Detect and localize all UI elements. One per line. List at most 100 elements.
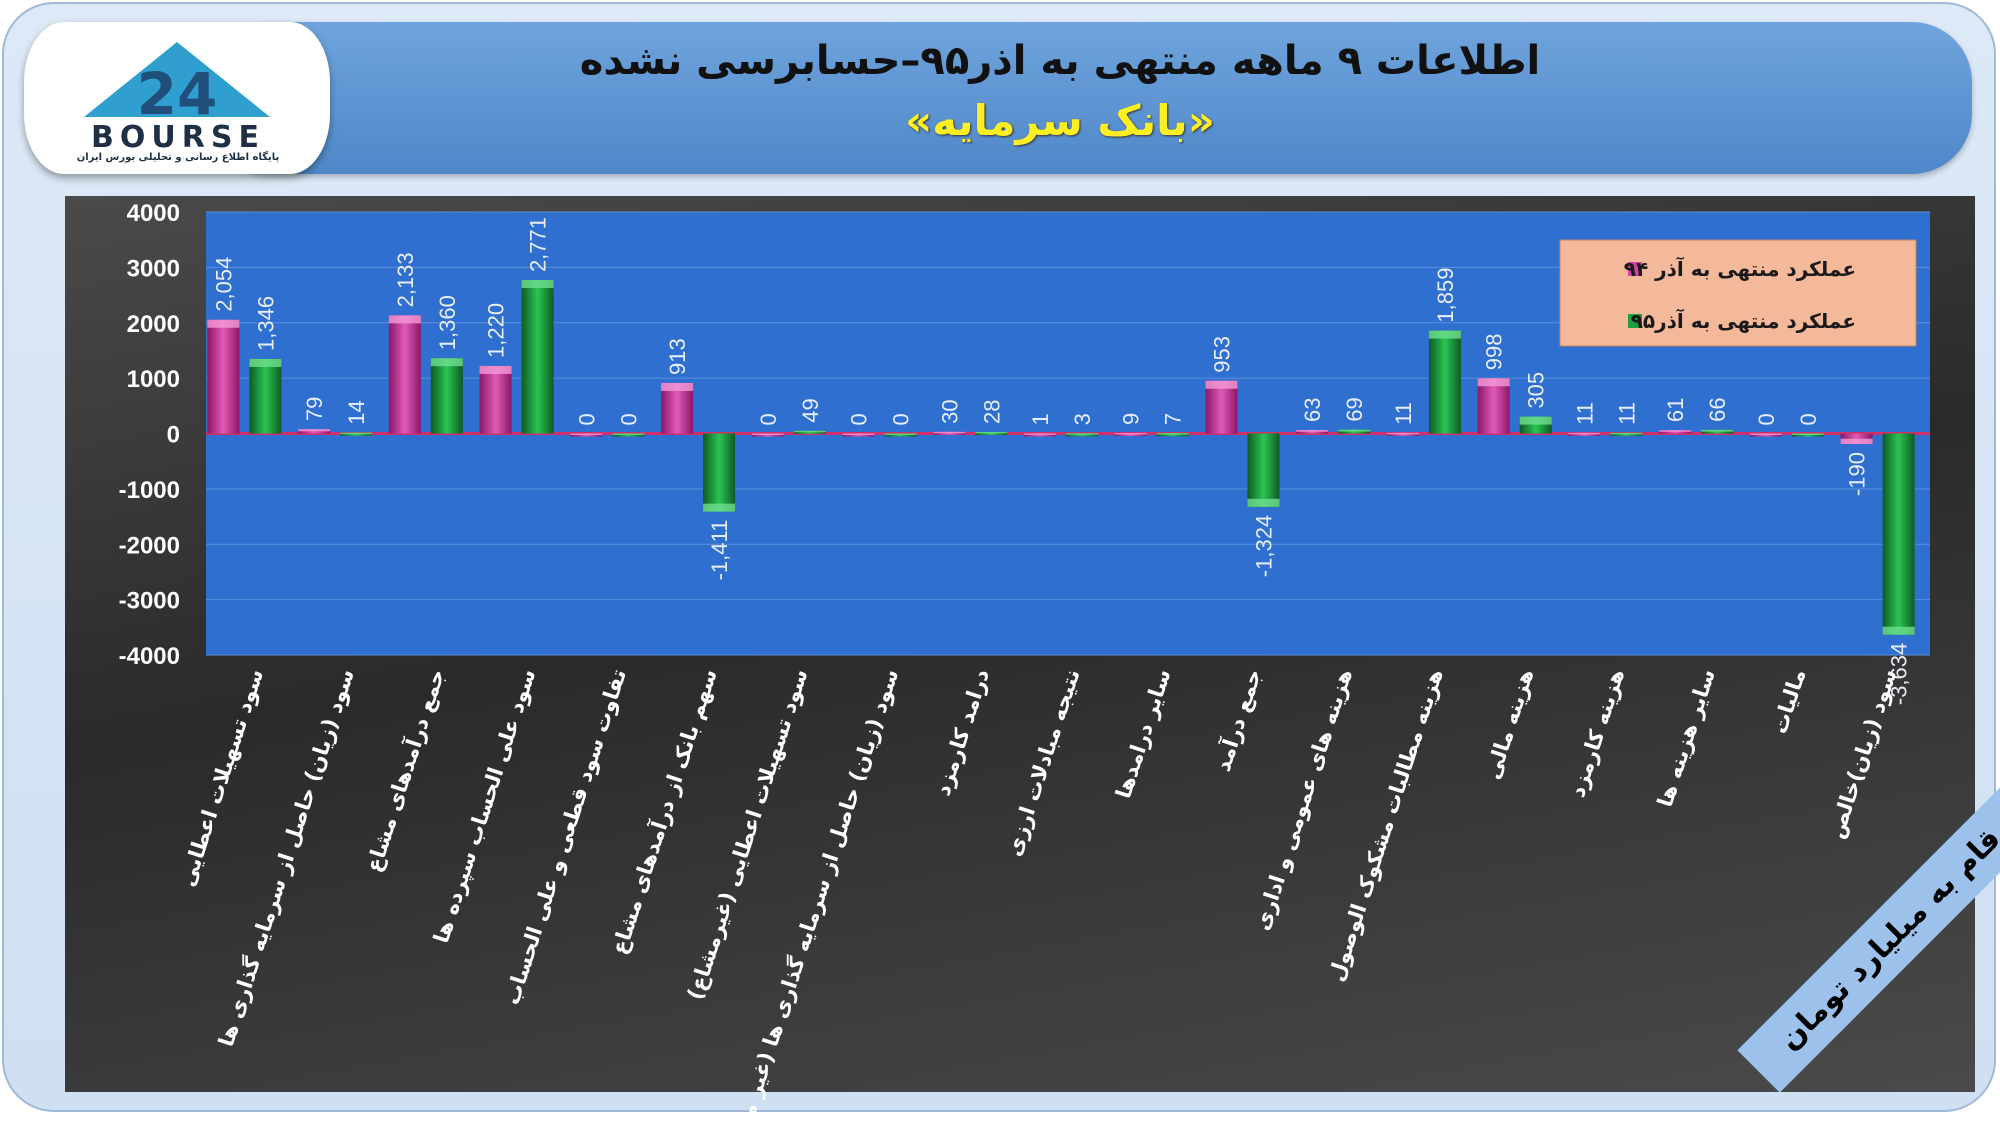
x-tick-label: نتیجه مبادلات ارزی: [1002, 666, 1085, 859]
bar-95: [1610, 432, 1643, 436]
y-tick-label: -1000: [119, 477, 180, 504]
bar-95: [1791, 433, 1824, 437]
data-label: 11: [1391, 402, 1416, 425]
bar-95: [521, 280, 554, 434]
y-axis: 4000 3000 2000 1000 0 -1000 -2000 -3000 -4000: [119, 200, 180, 670]
data-label: 49: [798, 398, 823, 422]
bar-95-cap: [521, 280, 554, 289]
bar-94-body: [661, 382, 694, 434]
data-label: -1,411: [707, 520, 732, 581]
bar-94-cap: [1840, 438, 1873, 445]
data-label: 11: [1572, 402, 1597, 425]
bar-94: [479, 365, 512, 434]
bar-95: [1701, 429, 1734, 434]
data-label: 66: [1705, 397, 1730, 421]
x-tick-label: هزینه های عمومی و اداری: [1250, 666, 1357, 933]
bar-94: [298, 429, 331, 434]
bar-94-cap: [751, 433, 784, 435]
x-tick-label: جمع درآمد: [1210, 666, 1267, 775]
x-axis: سود تسهیلات اعطایی سود (زیان) حاصل از سرم…: [175, 666, 1901, 1130]
bar-95: [975, 431, 1008, 435]
data-label: 61: [1663, 398, 1688, 422]
bar-95-body: [1247, 433, 1280, 507]
data-label: 0: [574, 413, 599, 425]
bar-95-cap: [1701, 429, 1734, 432]
logo-caption: پایگاه اطلاع رسانی و تحلیلی بورس ایران: [76, 152, 280, 163]
bar-94: [570, 433, 603, 437]
bar-94: [842, 433, 875, 437]
bar-95-cap: [1428, 330, 1461, 339]
data-label: 1,859: [1433, 267, 1458, 322]
bar-94-cap: [1386, 432, 1419, 435]
x-tick-label: سود (زیان) حاصل از سرمایه گذاری ها (غیر …: [718, 666, 903, 1130]
bar-94: [1840, 433, 1873, 445]
bar-95: [612, 433, 645, 437]
y-tick-label: -3000: [119, 588, 180, 615]
data-label: -1,324: [1251, 515, 1276, 577]
bar-94: [1477, 378, 1510, 434]
bar-94-cap: [1568, 432, 1601, 435]
legend-swatch-94: [1628, 262, 1642, 276]
bar-94-cap: [1749, 433, 1782, 435]
y-tick-label: 3000: [127, 255, 180, 282]
y-tick-label: 2000: [127, 311, 180, 338]
bar-94: [1205, 380, 1238, 434]
bar-94-cap: [388, 315, 421, 324]
bar-94-body: [207, 319, 240, 434]
bar-94: [1568, 432, 1601, 436]
y-tick-label: -2000: [119, 532, 180, 559]
bar-95: [1428, 330, 1461, 434]
data-label: 14: [344, 400, 369, 424]
bar-95: [430, 358, 463, 434]
page-subtitle: «بانک سرمایه»: [905, 96, 1215, 145]
data-label: 63: [1300, 398, 1325, 422]
bar-95-cap: [703, 503, 736, 512]
logo-number: 24: [137, 60, 218, 122]
bar-95: [340, 432, 373, 436]
bar-95: [1338, 429, 1371, 434]
bar-94-cap: [1477, 378, 1510, 387]
bar-95: [1247, 433, 1280, 507]
bar-94-cap: [1296, 430, 1329, 432]
legend-box: [1559, 239, 1917, 347]
data-label: 28: [979, 399, 1004, 423]
bar-95: [884, 433, 917, 437]
bar-94: [661, 382, 694, 434]
logo-wordmark: BOURSE: [91, 120, 265, 155]
bar-94-cap: [1205, 380, 1238, 389]
x-tick-label: سایر هزینه ها: [1653, 666, 1720, 810]
x-tick-label: مالیات: [1767, 666, 1810, 737]
bar-95: [1519, 416, 1552, 434]
bar-95: [1156, 433, 1189, 437]
x-tick-label: سود علی الحساب سپرده ها: [429, 666, 540, 946]
bar-94: [388, 315, 421, 434]
bar-94: [1024, 433, 1056, 437]
bar-95-cap: [1066, 433, 1098, 435]
data-label: 1,360: [435, 295, 460, 350]
bar-94-cap: [1659, 430, 1692, 432]
data-label: 69: [1342, 397, 1367, 421]
y-tick-label: 4000: [127, 200, 180, 227]
bar-94-body: [1477, 378, 1510, 434]
data-label: 0: [756, 413, 781, 425]
x-tick-label: سود تسهیلات اعطایی: [175, 666, 268, 889]
legend-swatch-95: [1628, 314, 1642, 328]
data-label: 30: [937, 399, 962, 423]
bar-94-cap: [661, 382, 694, 391]
bar-94-cap: [1114, 433, 1147, 435]
bar-95-body: [430, 358, 463, 434]
page-title: اطلاعات ۹ ماهه منتهی به اذر۹۵–حسابرسی نش…: [579, 38, 1541, 84]
x-tick-label: جمع درآمدهای مشاع: [360, 666, 449, 875]
legend: عملکرد منتهی به آذر ۹۴ عملکرد منتهی به آ…: [1559, 239, 1917, 347]
bar-95: [1066, 433, 1098, 437]
bar-95-cap: [975, 431, 1008, 434]
bar-95-cap: [1156, 433, 1189, 435]
bar-94-cap: [479, 365, 512, 374]
bar-95-cap: [1338, 429, 1371, 432]
data-label: 998: [1482, 334, 1507, 371]
bar-95-body: [1428, 330, 1461, 434]
legend-label-94: عملکرد منتهی به آذر ۹۴: [1624, 256, 1856, 281]
x-tick-label: سود (زیان)خالص: [1824, 666, 1901, 841]
bar-94-cap: [207, 319, 240, 328]
